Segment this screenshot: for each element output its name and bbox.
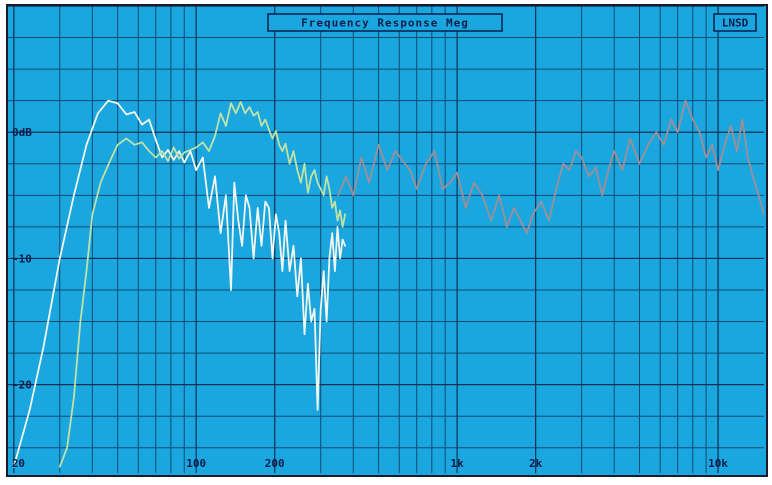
frequency-response-chart: 20 100 200 1k 2k 10k 0dB -10 -20 Frequency Resp… [8, 6, 764, 473]
x-tick-label: 200 [265, 457, 285, 470]
chart-title: Frequency Response Meg [301, 17, 469, 30]
plot-frame [6, 4, 768, 477]
y-tick-label: 0dB [12, 126, 32, 139]
y-axis-tick-labels: 0dB -10 -20 [12, 126, 32, 391]
major-grid [8, 6, 764, 473]
x-tick-label: 10k [708, 457, 728, 470]
series-line-3 [337, 99, 764, 235]
series-line-1 [12, 99, 347, 468]
x-tick-label: 20 [12, 457, 25, 470]
y-tick-label: -10 [12, 252, 32, 265]
series-line-2 [58, 101, 347, 468]
corner-tag: LNSD [722, 17, 749, 30]
x-tick-label: 1k [450, 457, 464, 470]
minor-grid [8, 6, 764, 473]
corner-tag-box: LNSD [713, 13, 757, 32]
y-tick-label: -20 [12, 379, 32, 392]
x-axis-tick-labels: 20 100 200 1k 2k 10k [12, 457, 729, 470]
x-tick-label: 100 [186, 457, 206, 470]
x-tick-label: 2k [529, 457, 543, 470]
series-layer [12, 99, 764, 468]
chart-title-box: Frequency Response Meg [267, 13, 503, 32]
